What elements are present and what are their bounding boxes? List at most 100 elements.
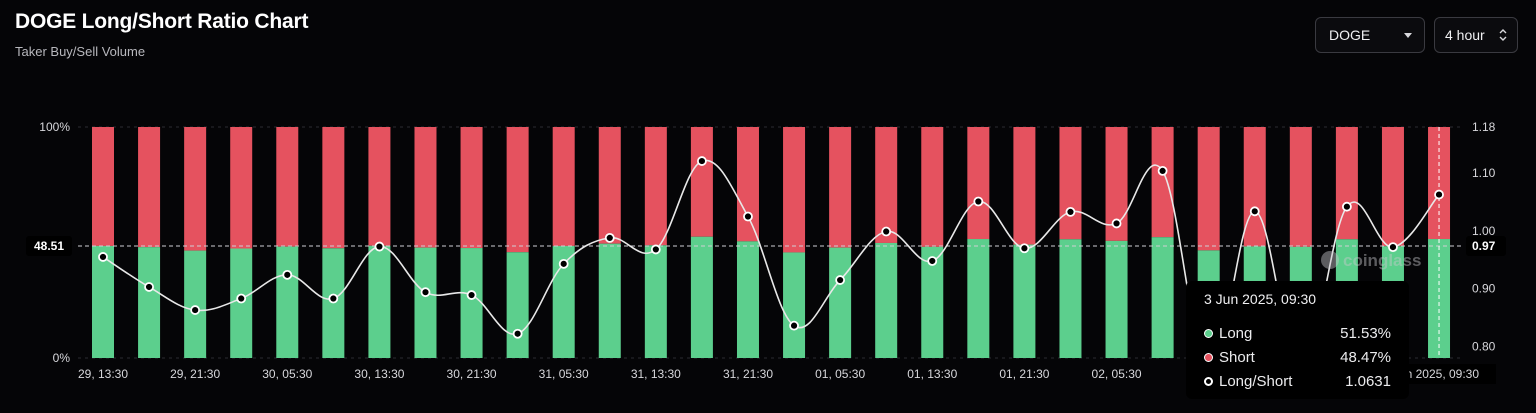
chart-title: DOGE Long/Short Ratio Chart	[15, 10, 309, 33]
bar-short	[506, 127, 529, 253]
bar-long	[736, 241, 759, 358]
bar-short	[1059, 127, 1082, 240]
bar-long	[690, 236, 713, 358]
ratio-point	[604, 232, 615, 243]
bar-short	[460, 127, 483, 249]
ratio-point	[835, 275, 846, 285]
bar-short	[1105, 127, 1128, 241]
bar-short	[736, 127, 759, 242]
x-tick-label: 31, 05:30	[539, 367, 589, 381]
watermark-text: coinglass	[1343, 251, 1422, 270]
sort-updown-icon	[1499, 29, 1507, 41]
bar-short	[921, 127, 944, 247]
bar-long	[552, 245, 575, 358]
bar-long	[1013, 244, 1036, 358]
ratio-point	[1388, 242, 1398, 253]
chart-subtitle: Taker Buy/Sell Volume	[15, 44, 146, 59]
x-highlight-badge	[1400, 364, 1496, 384]
bar-long	[138, 247, 161, 358]
ratio-point	[1434, 189, 1444, 200]
ratio-point	[1065, 206, 1076, 217]
bar-short	[1243, 127, 1266, 247]
chevron-down-icon	[1404, 33, 1412, 38]
bar-long	[783, 252, 806, 358]
tooltip-short-value: 48.47%	[1340, 348, 1391, 366]
bar-long	[1105, 240, 1128, 358]
x-tick-label: 01, 13:30	[907, 367, 957, 381]
crosshair-badge-right	[1466, 235, 1506, 256]
bar-short	[1013, 127, 1036, 245]
ratio-point	[1249, 206, 1260, 217]
bar-long	[875, 242, 898, 358]
ratio-point	[650, 244, 661, 255]
tooltip-long-label: Long	[1219, 324, 1253, 342]
bar-short	[967, 127, 990, 240]
x-tick-label: 29, 13:30	[78, 367, 128, 381]
bar-short	[276, 127, 299, 247]
bar-short	[92, 127, 114, 246]
tooltip-title: 3 Jun 2025, 09:30	[1204, 291, 1317, 307]
bar-long	[414, 247, 437, 358]
x-tick-label: 30, 21:30	[447, 367, 497, 381]
bar-long	[967, 239, 990, 358]
x-tick-label: 29, 21:30	[170, 367, 220, 381]
ratio-point	[1157, 165, 1168, 176]
ratio-point	[1111, 218, 1122, 229]
y-right-tick-label: 1.10	[1472, 166, 1496, 180]
ratio-point	[282, 269, 293, 280]
y-right-tick-label: 0.90	[1472, 282, 1496, 296]
crosshair-badge-left-text: 48.51	[34, 239, 64, 253]
bar-short	[1381, 127, 1404, 247]
x-tick-label: 31, 13:30	[631, 367, 681, 381]
chart-tooltip: 3 Jun 2025, 09:30 Long 51.53% Short 48.4…	[1186, 281, 1409, 399]
ratio-point	[190, 305, 201, 315]
tooltip-long-value: 51.53%	[1340, 324, 1391, 342]
ratio-point	[697, 156, 707, 166]
y-left-tick-label: 100%	[39, 120, 70, 134]
coin-select[interactable]: DOGE	[1315, 17, 1425, 53]
tooltip-row-ratio: Long/Short 1.0631	[1204, 369, 1391, 393]
long-legend-dot	[1204, 328, 1213, 338]
ratio-point	[743, 211, 753, 222]
bar-long	[460, 248, 483, 358]
bar-long	[1059, 239, 1082, 358]
ratio-point	[374, 241, 385, 252]
tooltip-row-long: Long 51.53%	[1204, 321, 1391, 345]
bar-long	[598, 243, 621, 358]
bar-short	[368, 127, 391, 246]
y-left-tick-label: 0%	[53, 351, 71, 365]
bar-long	[644, 245, 667, 358]
ratio-point	[466, 290, 477, 300]
bar-short	[829, 127, 852, 248]
ratio-point	[512, 328, 523, 339]
bar-short	[783, 127, 806, 253]
ratio-point	[927, 256, 938, 266]
x-tick-label: 30, 13:30	[354, 367, 404, 381]
bar-short	[644, 127, 667, 246]
ratio-point	[144, 282, 154, 292]
watermark: coinglass	[1321, 251, 1421, 271]
bar-short	[1197, 127, 1220, 251]
interval-select[interactable]: 4 hour	[1434, 17, 1518, 53]
tooltip-ratio-value: 1.0631	[1345, 372, 1391, 390]
bar-short	[414, 127, 437, 248]
bar-long	[921, 246, 944, 358]
bar-short	[1335, 127, 1358, 240]
interval-select-value: 4 hour	[1445, 27, 1485, 43]
y-right-tick-label: 1.18	[1472, 120, 1496, 134]
y-right-tick-label: 0.80	[1472, 339, 1496, 353]
x-tick-label: 01, 21:30	[999, 367, 1049, 381]
bar-long	[1151, 237, 1174, 358]
bar-short	[138, 127, 161, 248]
ratio-point	[558, 258, 569, 269]
x-tick-label: 30, 05:30	[262, 367, 312, 381]
bar-long	[184, 250, 207, 358]
ratio-legend-dot	[1204, 376, 1213, 386]
ratio-line	[102, 159, 1440, 371]
bar-short	[1151, 127, 1174, 238]
ratio-point	[420, 287, 431, 298]
tooltip-ratio-label: Long/Short	[1219, 372, 1293, 390]
ratio-point	[1019, 243, 1030, 254]
coin-select-value: DOGE	[1329, 27, 1371, 43]
